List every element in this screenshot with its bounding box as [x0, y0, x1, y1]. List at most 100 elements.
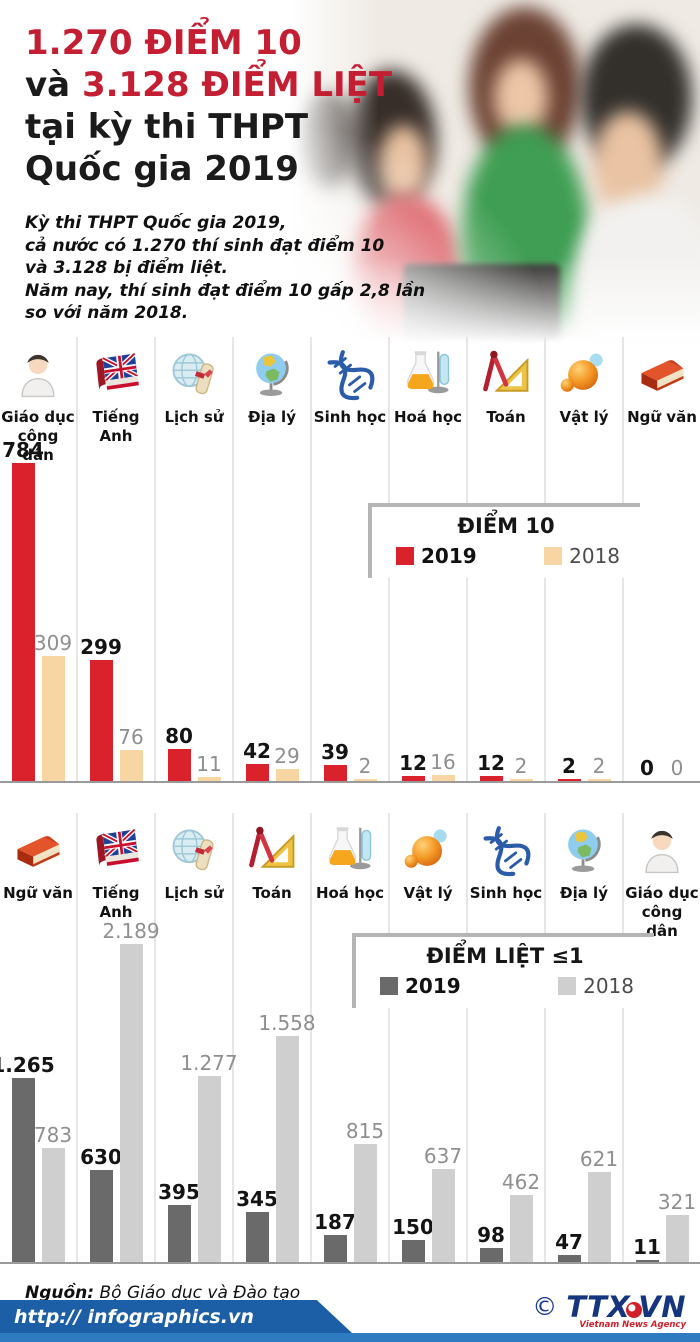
photo-shape: [461, 125, 589, 348]
chart-column: Địa lý 47 621: [546, 813, 624, 1264]
bar-group: 150 637: [390, 928, 466, 1262]
intro-text: Kỳ thi THPT Quốc gia 2019, cả nước có 1.…: [25, 212, 425, 325]
bar-2018: 29: [274, 746, 300, 781]
subject-icon-box: [400, 337, 456, 408]
bar-value-label: 1.265: [0, 1053, 55, 1077]
bar-2019: 2: [557, 756, 581, 781]
bar-2018: 2: [587, 756, 611, 781]
biology-dna-icon: [483, 826, 531, 877]
photo-shape: [580, 24, 692, 171]
subject-label: Toán: [252, 884, 292, 902]
chart-column: Lịch sử 80 11: [156, 337, 234, 783]
subject-label: Vật lý: [559, 408, 609, 426]
bar-2018: 783: [34, 1125, 72, 1262]
bar-value-label: 98: [477, 1223, 505, 1247]
website-url[interactable]: http:// infographics.vn: [14, 1305, 254, 1328]
subject-label: Hoá học: [393, 408, 463, 426]
chart-column: Ngữ văn 1.265 783: [0, 813, 78, 1264]
bar-2019: 42: [243, 741, 271, 781]
subject-icon-box: [556, 337, 612, 408]
legend-swatch: [558, 977, 577, 995]
bar-value-label: 1.558: [258, 1011, 316, 1035]
physics-atom-icon: [560, 353, 603, 392]
bar-group: 12 16: [390, 452, 466, 781]
bar-2019: 345: [236, 1189, 278, 1262]
legend-item-2019: 2019: [396, 544, 477, 568]
bar-value-label: 150: [392, 1215, 434, 1239]
photo-shape: [494, 59, 548, 136]
bar-2019: 39: [321, 742, 349, 781]
subject-icon-box: [244, 337, 300, 408]
subject-label: Vật lý: [403, 884, 453, 902]
bar-value-label: 630: [80, 1145, 122, 1169]
subject-label: Tiếng Anh: [92, 408, 140, 445]
bar-value-label: 309: [33, 631, 73, 655]
bar-2019: 395: [158, 1182, 200, 1262]
bar-group: 299 76: [78, 452, 154, 781]
bar-2019: 784: [2, 440, 44, 781]
legend-item-2018: 2018: [544, 544, 620, 568]
bar-value-label: 321: [657, 1190, 697, 1214]
subject-label: Địa lý: [560, 884, 608, 902]
bar-value-label: 0: [640, 756, 654, 780]
bar-value-label: 1.277: [180, 1051, 238, 1075]
chart-column: Vật lý 150 637: [390, 813, 468, 1264]
agency-logo: © TTX VN Vietnam News Agency: [532, 1292, 686, 1330]
subject-label: Ngữ văn: [627, 408, 697, 426]
bar-value-label: 12: [399, 751, 427, 775]
subject-icon-box: [322, 337, 378, 408]
source-note: Nguồn: Bộ Giáo dục và Đào tạo: [25, 1283, 300, 1303]
bar-group: 42 29: [234, 452, 310, 781]
bar-value-label: 621: [579, 1147, 619, 1171]
chart-legend: ĐIỂM 10 2019 2018: [368, 503, 640, 578]
chart-column: Tiếng Anh 299 76: [78, 337, 156, 783]
bar-2018: 1.277: [180, 1053, 238, 1262]
literature-book-icon: [641, 360, 684, 391]
subject-icon-box: [634, 337, 690, 408]
bar-group: 80 11: [156, 452, 232, 781]
bar-2018: 2: [509, 756, 533, 781]
legend-item-2019: 2019: [380, 974, 461, 998]
bar-2019: 11: [633, 1237, 661, 1262]
bar-2019: 150: [392, 1217, 434, 1262]
civic-education-person-icon: [21, 354, 55, 398]
geography-globe-icon: [568, 829, 601, 872]
legend-swatch: [380, 977, 398, 995]
agency-wordmark: TTX VN: [566, 1290, 686, 1324]
bar-value-label: 11: [196, 752, 222, 776]
physics-atom-icon: [404, 829, 447, 868]
page-title: 1.270 ĐIỂM 10 và 3.128 ĐIỂM LIỆT tại kỳ …: [25, 22, 392, 190]
bar-2018: 11: [196, 754, 222, 781]
subject-icon-box: [88, 337, 144, 408]
subject-icon-box: [556, 813, 612, 884]
website-banner[interactable]: http:// infographics.vn: [0, 1300, 352, 1333]
literature-book-icon: [17, 836, 60, 867]
legend-swatch: [396, 547, 414, 565]
bar-value-label: 187: [314, 1210, 356, 1234]
bar-group: 187 815: [312, 928, 388, 1262]
chemistry-flask-icon: [328, 827, 372, 870]
bar-group: 345 1.558: [234, 928, 316, 1262]
subject-label: Giáo dục công dân: [625, 884, 699, 940]
history-globe-scroll-icon: [172, 829, 214, 871]
bar-2018: 637: [424, 1146, 462, 1262]
bar-group: 98 462: [468, 928, 544, 1262]
subject-label: Ngữ văn: [3, 884, 73, 902]
subject-icon-box: [244, 813, 300, 884]
header-photo: [288, 0, 700, 348]
bar-2018: 815: [346, 1121, 384, 1262]
bar-value-label: 2: [562, 754, 576, 778]
chart-legend-entries: 2019 2018: [382, 538, 630, 568]
chart-column: Tiếng Anh 630 2.189: [78, 813, 160, 1264]
bar-value-label: 2.189: [102, 919, 160, 943]
bar-group: 630 2.189: [78, 921, 160, 1262]
chart-diem-10: Giáo dục công dân 784 309 Tiếng Anh 299 76 Lịc…: [0, 337, 700, 783]
bar-2018: 2.189: [102, 921, 160, 1262]
chart-legend-entries: 2019 2018: [366, 968, 644, 998]
chart-baseline: [0, 781, 700, 783]
english-flag-book-icon: [96, 827, 139, 866]
chart-baseline: [0, 1262, 700, 1264]
chart-legend: ĐIỂM LIỆT ≤1 2019 2018: [352, 933, 654, 1008]
agency-subtitle: Vietnam News Agency: [579, 1320, 686, 1330]
